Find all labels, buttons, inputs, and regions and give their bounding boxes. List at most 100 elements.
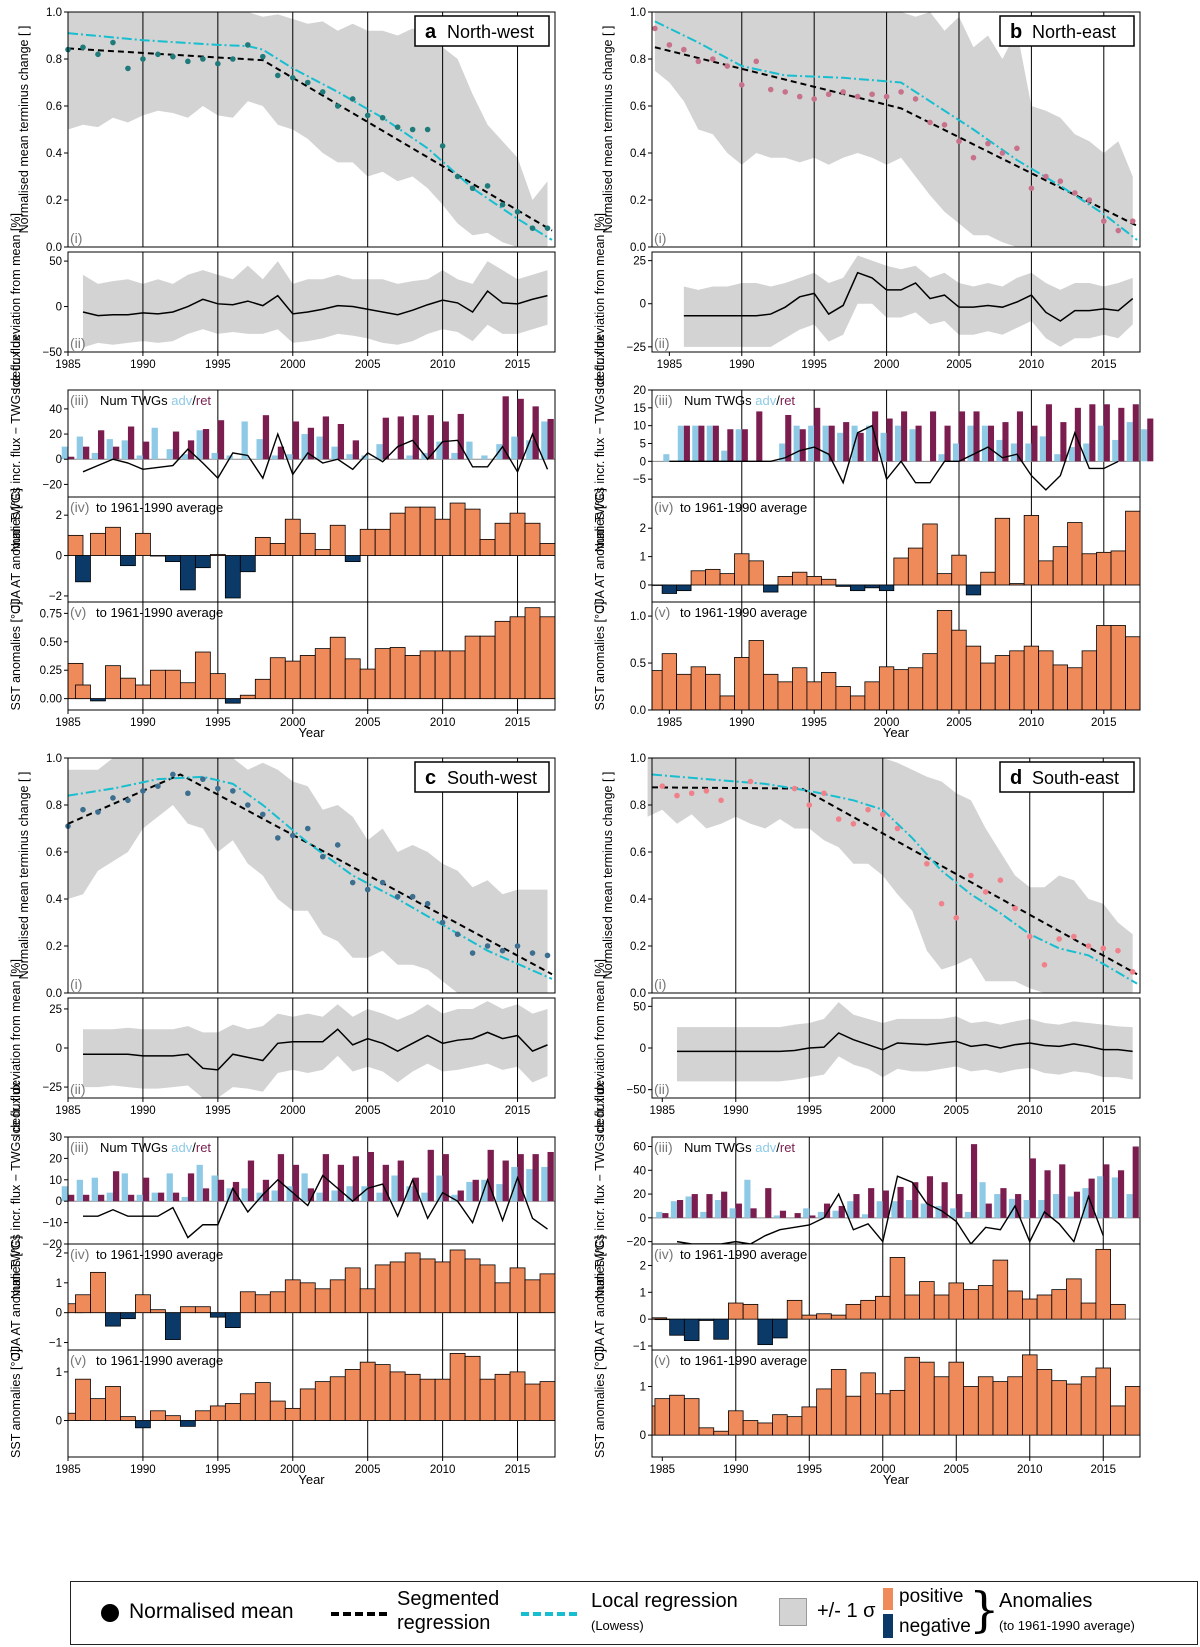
positive-bar [835, 686, 851, 711]
positive-bar [359, 1288, 376, 1314]
adv-bar [670, 1201, 677, 1218]
negative-bar [763, 584, 779, 593]
negative-bar [90, 698, 106, 702]
ret-bar [337, 1164, 345, 1202]
adv-bar [891, 1201, 898, 1218]
mean-point [953, 915, 960, 921]
xlabel: Year [298, 725, 325, 740]
ytick-label: 0 [640, 299, 646, 311]
positive-bar [1023, 645, 1040, 711]
adv-bar [256, 1192, 263, 1202]
mean-point [688, 790, 695, 797]
positive-bar [801, 1406, 818, 1436]
panel-b-iv: 0 1 2 JJA AT anomalies [°C] (iv) to 1961-1990… [593, 488, 1141, 611]
mean-point [349, 879, 356, 886]
positive-bar [509, 1267, 526, 1314]
ytick-label: 0.4 [630, 148, 647, 160]
xtick-label: 1990 [130, 1464, 156, 1476]
positive-bar [164, 1415, 181, 1421]
ice-flux-line [82, 290, 548, 317]
ret-bar [1132, 404, 1139, 462]
positive-bar [90, 1398, 106, 1421]
ylabel: JJA AT anomalies [°C] [593, 1236, 607, 1359]
adv-bar [876, 1201, 883, 1218]
xtick-label: 1985 [649, 1105, 675, 1117]
ytick-label: 0.5 [630, 658, 646, 670]
positive-bar [479, 1378, 496, 1421]
ret-bar [1031, 425, 1038, 462]
ret-bar [930, 411, 937, 462]
xtick-label: 1990 [130, 717, 156, 729]
positive-bar [705, 673, 721, 711]
positive-bar [389, 1371, 406, 1421]
adv-bar [451, 452, 458, 460]
ytick-label: 0.0 [46, 242, 62, 254]
adv-bar [466, 1181, 473, 1202]
mean-point [1129, 969, 1136, 975]
mean-point [854, 93, 861, 100]
xtick-label: 1985 [649, 1464, 675, 1476]
ret-bar [172, 431, 180, 460]
mean-point [997, 877, 1004, 883]
panel-title: to 1961-1990 average [680, 500, 807, 515]
positive-bar [919, 1281, 935, 1320]
ylabel: Num TWGs incr. flux − TWGs decr. flux [9, 334, 23, 552]
ret-bar [882, 1190, 889, 1218]
positive-bar [434, 1261, 451, 1314]
ret-bar [532, 1154, 539, 1202]
adv-bar [106, 1192, 113, 1202]
ytick-label: 2 [56, 1248, 62, 1260]
adv-bar [1039, 436, 1046, 462]
adv-bar [1025, 443, 1032, 462]
mean-point [469, 950, 476, 956]
positive-bar [963, 1289, 979, 1320]
mean-point [125, 797, 131, 804]
legend-negative-label: negative [899, 1616, 971, 1637]
mean-point [80, 44, 86, 51]
positive-bar [374, 528, 391, 556]
panel-label: (i) [654, 976, 666, 992]
panel-c-iv: −1 0 1 2 JJA AT anomalies [°C] (iv) to 1961-19… [9, 1236, 556, 1358]
negative-bar [864, 584, 880, 589]
panel-frame [67, 251, 556, 353]
positive-bar [977, 1285, 994, 1320]
title-sep: / [776, 393, 780, 408]
negative-bar [669, 1318, 685, 1336]
adv-bar [286, 1186, 293, 1202]
positive-bar [209, 554, 226, 556]
positive-bar [792, 571, 808, 586]
positive-bar [239, 694, 256, 700]
ret-bar [741, 429, 748, 462]
segmented-regression-line [67, 47, 553, 232]
xtick-label: 2015 [1091, 717, 1117, 729]
mean-point [825, 91, 832, 98]
xtick-label: 2010 [1017, 1105, 1043, 1117]
mean-point [840, 89, 846, 95]
region-letter: b [1010, 21, 1022, 43]
adv-bar [861, 1214, 869, 1218]
ret-bar [202, 429, 210, 460]
positive-bar [1067, 522, 1083, 586]
adv-bar [894, 425, 902, 462]
positive-bar [994, 655, 1011, 711]
ret-bar [142, 1177, 150, 1202]
positive-bar [269, 657, 286, 700]
positive-bar [1007, 1290, 1023, 1320]
positive-bar [777, 681, 793, 711]
ytick-label: −20 [626, 1237, 646, 1249]
adv-bar [541, 1166, 548, 1202]
ret-bar [352, 440, 360, 460]
mean-point [544, 225, 551, 231]
positive-bar [524, 607, 541, 700]
xtick-label: 2000 [870, 1464, 896, 1476]
adv-bar [331, 446, 338, 460]
positive-bar [359, 528, 376, 556]
panel-frame [67, 1349, 556, 1458]
mean-point [941, 122, 948, 128]
positive-bar [479, 1264, 496, 1314]
mean-point [883, 93, 890, 100]
mean-point [200, 776, 206, 782]
positive-bar [1095, 1248, 1112, 1320]
positive-bar [1080, 1376, 1097, 1436]
ret-bar [412, 415, 419, 460]
